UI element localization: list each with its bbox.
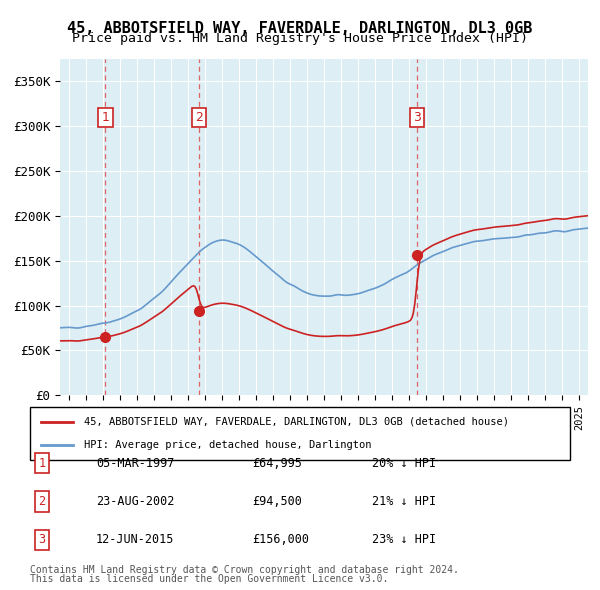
Text: 45, ABBOTSFIELD WAY, FAVERDALE, DARLINGTON, DL3 0GB (detached house): 45, ABBOTSFIELD WAY, FAVERDALE, DARLINGT…: [84, 417, 509, 427]
Text: 23% ↓ HPI: 23% ↓ HPI: [372, 533, 436, 546]
Text: This data is licensed under the Open Government Licence v3.0.: This data is licensed under the Open Gov…: [30, 574, 388, 584]
Text: 2: 2: [195, 111, 203, 124]
Text: 1: 1: [101, 111, 109, 124]
Text: 1: 1: [38, 457, 46, 470]
Text: 3: 3: [38, 533, 46, 546]
Text: 05-MAR-1997: 05-MAR-1997: [96, 457, 175, 470]
Text: Price paid vs. HM Land Registry's House Price Index (HPI): Price paid vs. HM Land Registry's House …: [72, 32, 528, 45]
FancyBboxPatch shape: [30, 407, 570, 460]
Text: £94,500: £94,500: [252, 495, 302, 508]
Text: 20% ↓ HPI: 20% ↓ HPI: [372, 457, 436, 470]
Text: HPI: Average price, detached house, Darlington: HPI: Average price, detached house, Darl…: [84, 440, 371, 450]
Text: 2: 2: [38, 495, 46, 508]
Text: 21% ↓ HPI: 21% ↓ HPI: [372, 495, 436, 508]
Text: 23-AUG-2002: 23-AUG-2002: [96, 495, 175, 508]
Text: £64,995: £64,995: [252, 457, 302, 470]
Text: 12-JUN-2015: 12-JUN-2015: [96, 533, 175, 546]
Text: 45, ABBOTSFIELD WAY, FAVERDALE, DARLINGTON, DL3 0GB: 45, ABBOTSFIELD WAY, FAVERDALE, DARLINGT…: [67, 21, 533, 35]
Text: Contains HM Land Registry data © Crown copyright and database right 2024.: Contains HM Land Registry data © Crown c…: [30, 565, 459, 575]
Text: £156,000: £156,000: [252, 533, 309, 546]
Text: 3: 3: [413, 111, 421, 124]
